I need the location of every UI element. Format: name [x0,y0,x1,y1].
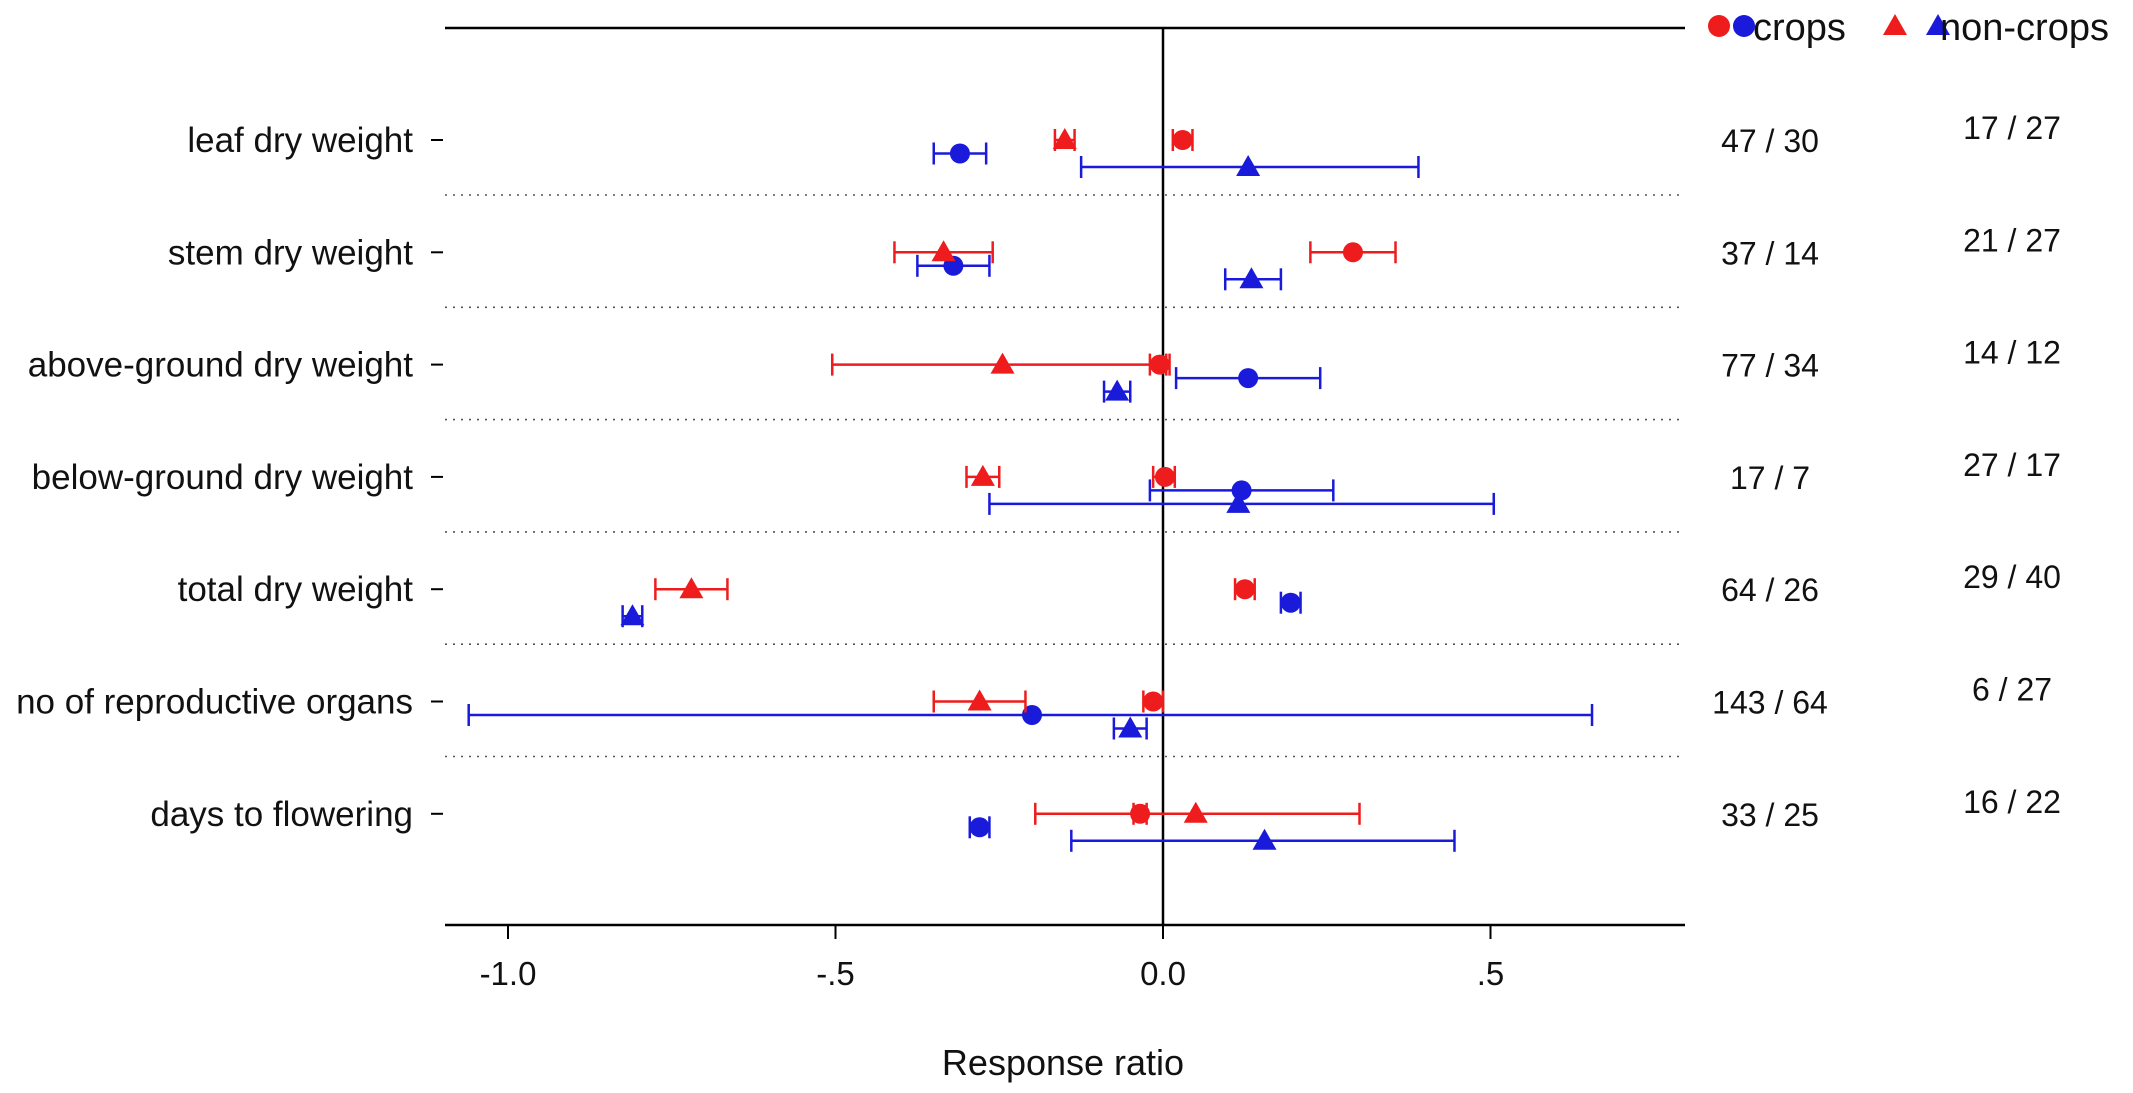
legend-noncrops-label: non-crops [1940,7,2109,49]
triangle-marker [679,577,704,599]
circle-marker [1280,592,1301,613]
noncrops-count-label: 27 / 17 [1963,447,2061,483]
data-point-group [1309,241,1397,264]
circle-marker [1342,242,1363,263]
crops-count-label: 77 / 34 [1721,348,1819,384]
legend: crops non-crops [1708,7,2109,49]
data-point-group [654,577,729,601]
data-point-group [1171,129,1194,151]
noncrops-count-label: 17 / 27 [1963,110,2061,146]
data-point-group [1279,591,1302,614]
circle-marker [1238,368,1259,389]
x-tick-label: -1.0 [480,955,537,992]
category-label: stem dry weight [168,233,413,272]
data-point-group [968,816,991,839]
data-point-group [1112,716,1148,740]
circle-marker [1154,466,1175,487]
data-point-group [1148,479,1335,502]
triangle-marker [931,240,956,262]
category-label: total dry weight [178,570,414,609]
triangle-marker [620,604,645,626]
noncrops-count-label: 29 / 40 [1963,559,2061,595]
data-point-group [1174,367,1322,390]
data-point-group [1079,155,1420,178]
crops-count-label: 17 / 7 [1730,460,1810,496]
category-label: below-ground dry weight [32,458,414,497]
circle-marker [1172,130,1193,150]
legend-crops-red-circle-icon [1708,15,1730,37]
data-point-group [1070,828,1456,852]
x-tick-label: 0.0 [1140,955,1186,992]
triangle-marker [1252,828,1277,850]
noncrops-count-label: 14 / 12 [1963,335,2061,371]
data-point-group [1151,465,1177,488]
category-label: no of reproductive organs [16,683,413,722]
legend-noncrops-red-triangle-icon [1883,14,1907,35]
data-point-group [932,142,988,165]
triangle-marker [1118,716,1143,738]
data-point-group [965,464,1001,488]
circle-marker [1234,579,1255,600]
circle-marker [1143,691,1164,712]
data-point-group [1223,267,1283,291]
circle-marker [969,817,990,838]
data-point-group [1142,690,1165,713]
crops-count-label: 37 / 14 [1721,235,1819,271]
data-point-group [1052,128,1077,151]
triangle-marker [1236,155,1261,176]
x-tick-label: -.5 [816,955,855,992]
circle-marker [1231,480,1252,501]
data-point-group [932,689,1027,713]
data-point-group [1034,801,1361,825]
triangle-marker [1239,267,1264,289]
crops-count-label: 33 / 25 [1721,797,1819,833]
triangle-marker [1183,801,1208,823]
data-point-group [620,604,645,628]
circle-marker [1022,705,1042,725]
triangle-marker [990,352,1015,374]
noncrops-count-label: 16 / 22 [1963,784,2061,820]
data-point-group [1233,578,1256,601]
data-point-group [1102,379,1132,403]
noncrops-count-label: 21 / 27 [1963,222,2061,258]
noncrops-count-label: 6 / 27 [1972,672,2052,708]
x-tick-label: .5 [1477,955,1505,992]
triangle-marker [1052,128,1077,149]
legend-crops-blue-circle-icon [1733,15,1755,37]
triangle-marker [1226,491,1251,513]
data-point-group [830,352,1168,376]
triangle-marker [970,464,995,486]
crops-count-label: 47 / 30 [1721,123,1819,159]
legend-crops-label: crops [1753,7,1846,49]
data-point-group [467,704,1594,726]
triangle-marker [1105,379,1130,401]
x-axis-title: Response ratio [942,1042,1184,1083]
triangle-marker [967,689,992,711]
legend-noncrops-blue-triangle-icon [1926,14,1950,35]
category-label: days to flowering [150,795,413,834]
data-point-group [988,491,1496,515]
data-point-group [893,240,994,264]
category-label: leaf dry weight [187,121,413,160]
circle-marker [949,143,970,164]
crops-count-label: 143 / 64 [1712,685,1828,721]
crops-count-label: 64 / 26 [1721,572,1819,608]
category-label: above-ground dry weight [28,346,414,385]
